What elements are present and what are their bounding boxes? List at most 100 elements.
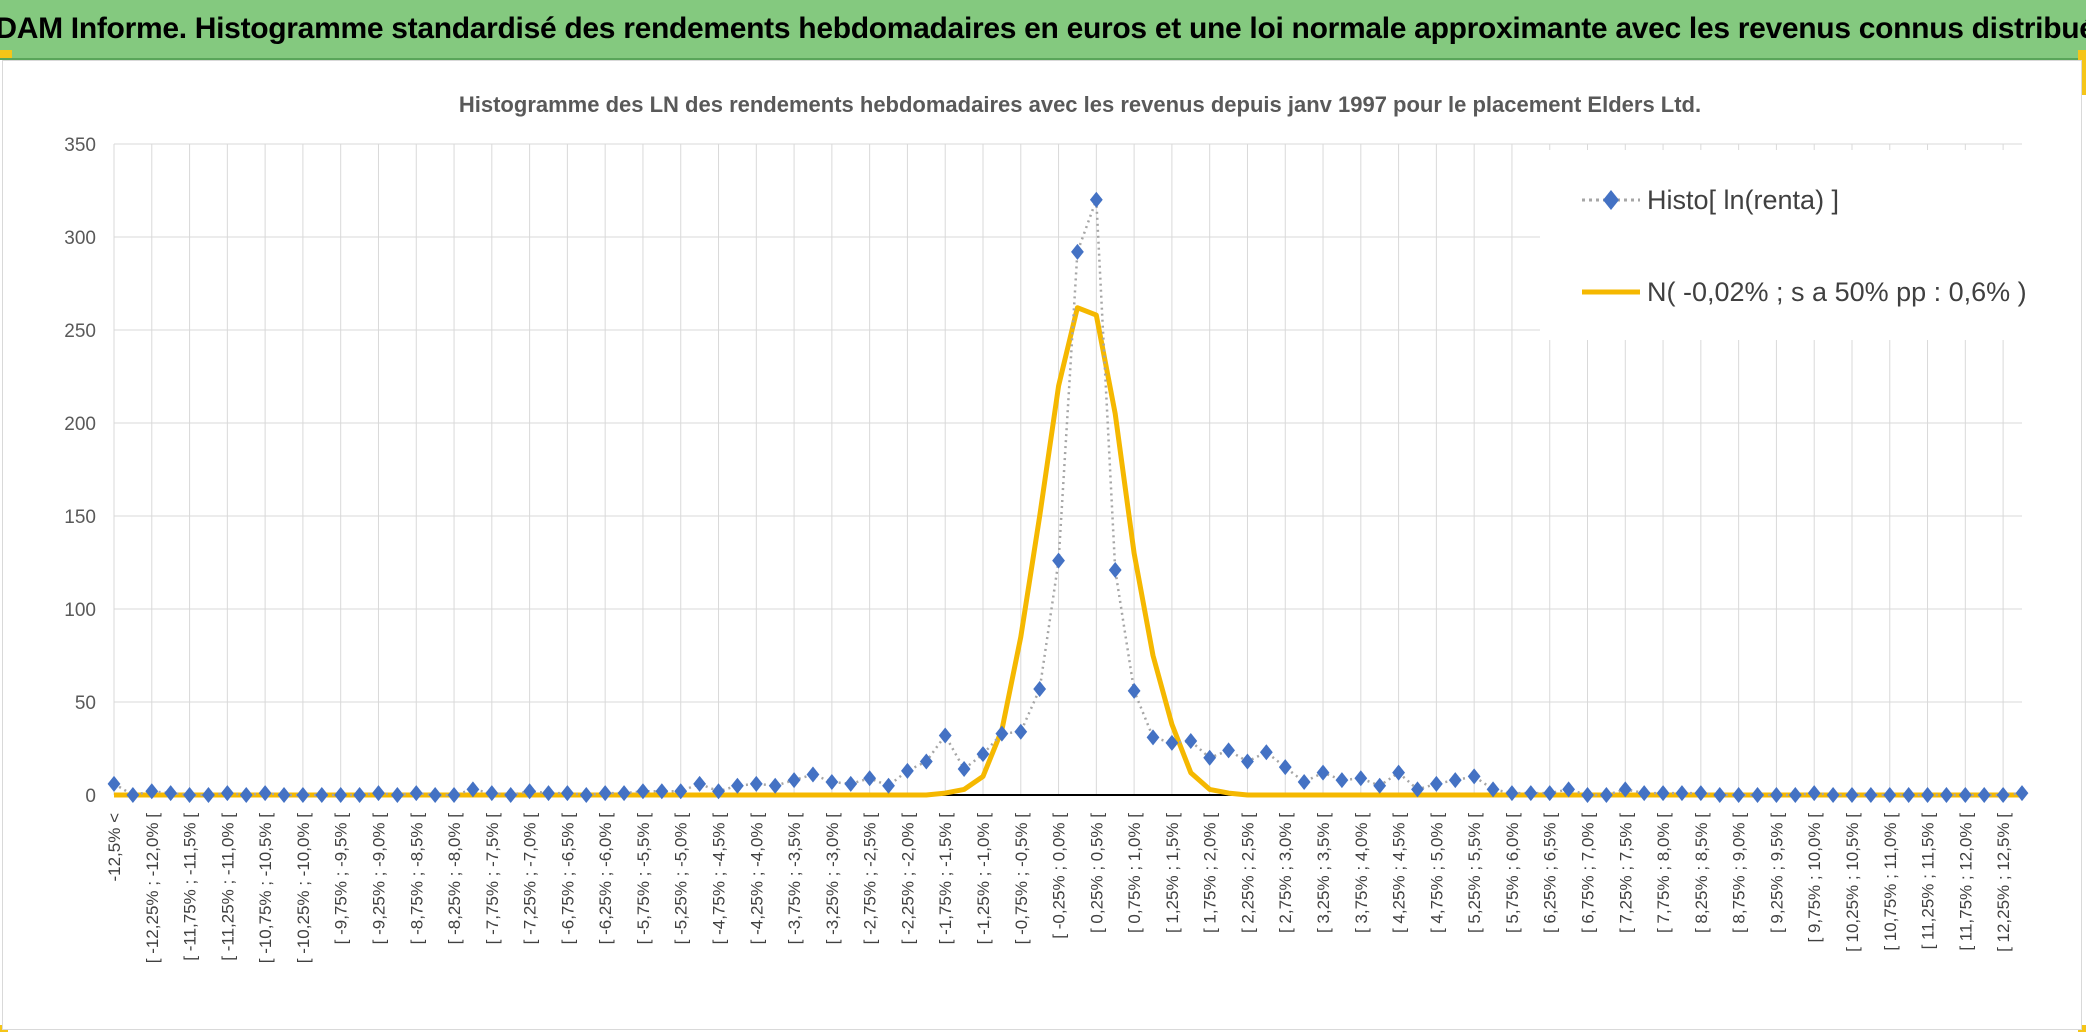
report-title: ADAM Informe. Histogramme standardisé de… [0, 12, 2086, 45]
histo-point [1864, 787, 1878, 803]
x-axis-ticks: -12,5% < [ -12,25% ; -12,0% [[ -11,75% ; … [105, 813, 2013, 964]
histo-point [598, 785, 612, 802]
histo-point [882, 777, 895, 794]
corner-accent-left [0, 50, 12, 58]
histo-point [806, 766, 820, 783]
x-tick-label: [ 8,25% ; 8,5% [ [1692, 813, 1711, 933]
legend-background [1540, 150, 2030, 340]
x-tick-label: [ 1,75% ; 2,0% [ [1201, 813, 1220, 933]
histo-point [1675, 785, 1689, 802]
x-tick-label: [ -5,25% ; -5,0% [ [672, 813, 691, 945]
histo-point [1354, 770, 1368, 787]
histo-point [390, 787, 404, 803]
x-tick-label: [ -9,25% ; -9,0% [ [369, 813, 388, 945]
histo-point [901, 762, 914, 779]
histo-point [579, 787, 593, 803]
histo-point [749, 775, 763, 792]
histo-point [447, 787, 461, 803]
histo-point [409, 785, 423, 802]
histo-point [1222, 742, 1235, 759]
histo-point [1052, 552, 1065, 569]
histo-point [787, 772, 801, 789]
histo-point [712, 783, 725, 800]
y-tick-label: 150 [64, 507, 96, 528]
histo-point [258, 785, 272, 802]
histo-point [957, 760, 971, 777]
histo-point [617, 785, 631, 802]
legend-histo-marker [1603, 190, 1619, 210]
x-tick-label: [ -1,75% ; -1,5% [ [936, 813, 955, 945]
x-tick-label: [ -0,25% ; 0,0% [ [1050, 813, 1069, 939]
histo-point [183, 787, 196, 803]
x-tick-label: [ -11,25% ; -11,0% [ [218, 813, 237, 961]
histo-point [1165, 734, 1179, 751]
histo-point [674, 783, 688, 800]
histo-point [1958, 787, 1972, 803]
x-tick-label: [ 12,25% ; 12,5% [ [1994, 813, 2013, 952]
histo-point [731, 777, 744, 794]
x-tick-label: [ 7,25% ; 7,5% [ [1616, 813, 1635, 933]
histo-point [1599, 787, 1613, 803]
y-axis-ticks: 0 50 100 150 200 250 300 350 [64, 135, 96, 807]
histo-point [1014, 723, 1028, 740]
x-tick-label: [ -5,75% ; -5,5% [ [634, 813, 653, 945]
histo-point [1543, 785, 1557, 802]
histo-point [1845, 787, 1859, 803]
histo-point [1429, 775, 1443, 792]
series-layer [107, 191, 2029, 803]
histo-point [1146, 729, 1160, 746]
x-tick-label: [ -8,25% ; -8,0% [ [445, 813, 464, 945]
histo-point [1562, 781, 1576, 798]
histo-point [202, 787, 215, 803]
histo-point [1467, 768, 1481, 785]
histo-point [919, 753, 933, 770]
histo-point [239, 787, 253, 803]
series-normal-line [114, 305, 2022, 798]
histo-point [334, 787, 348, 803]
legend-normal-label: N( -0,02% ; s a 50% pp : 0,6% ) [1647, 277, 2027, 307]
x-tick-label: [ 0,25% ; 0,5% [ [1087, 813, 1106, 933]
x-tick-label: [ 1,25% ; 1,5% [ [1163, 813, 1182, 933]
legend-histo-label: Histo[ ln(renta) ] [1647, 185, 1839, 215]
histo-point [315, 787, 329, 803]
x-tick-label: [ -11,75% ; -11,5% [ [181, 813, 200, 961]
x-tick-label: -12,5% < [105, 813, 124, 882]
histo-point [126, 787, 140, 803]
histo-point [485, 785, 499, 802]
x-tick-label: [ -7,25% ; -7,0% [ [521, 813, 540, 945]
histo-point [655, 783, 669, 800]
histo-point [1335, 772, 1349, 789]
x-tick-label: [ -10,25% ; -10,0% [ [294, 813, 313, 964]
x-tick-label: [ -2,75% ; -2,5% [ [861, 813, 880, 945]
histo-point [560, 785, 574, 802]
histo-point [1184, 733, 1198, 750]
histo-point [825, 773, 839, 790]
x-tick-label: [ 5,25% ; 5,5% [ [1465, 813, 1484, 933]
histo-point [466, 781, 480, 798]
histo-point [1656, 785, 1670, 802]
histo-point [1524, 785, 1538, 802]
histo-point [1807, 785, 1821, 802]
y-tick-label: 200 [64, 414, 96, 435]
x-tick-label: [ 2,25% ; 2,5% [ [1238, 813, 1257, 933]
y-tick-label: 50 [75, 693, 96, 714]
y-tick-label: 250 [64, 321, 96, 342]
x-tick-label: [ -4,75% ; -4,5% [ [710, 813, 729, 945]
x-tick-label: [ -2,25% ; -2,0% [ [898, 813, 917, 945]
histo-point [1788, 787, 1802, 803]
histo-point [693, 775, 707, 792]
histo-point [428, 787, 442, 803]
histo-point [1996, 787, 2010, 803]
histo-point [1411, 781, 1424, 798]
x-tick-label: [ -7,75% ; -7,5% [ [483, 813, 502, 945]
histo-point [145, 783, 159, 800]
legend: Histo[ ln(renta) ] N( -0,02% ; s a 50% p… [1540, 150, 2030, 340]
x-tick-label: [ 5,75% ; 6,0% [ [1503, 813, 1522, 933]
histo-point [1033, 680, 1047, 697]
x-tick-label: [ 6,75% ; 7,0% [ [1579, 813, 1598, 933]
x-tick-label: [ 8,75% ; 9,0% [ [1730, 813, 1749, 933]
histo-point [372, 785, 385, 802]
histo-point [1089, 191, 1103, 208]
histo-point [1883, 787, 1897, 803]
